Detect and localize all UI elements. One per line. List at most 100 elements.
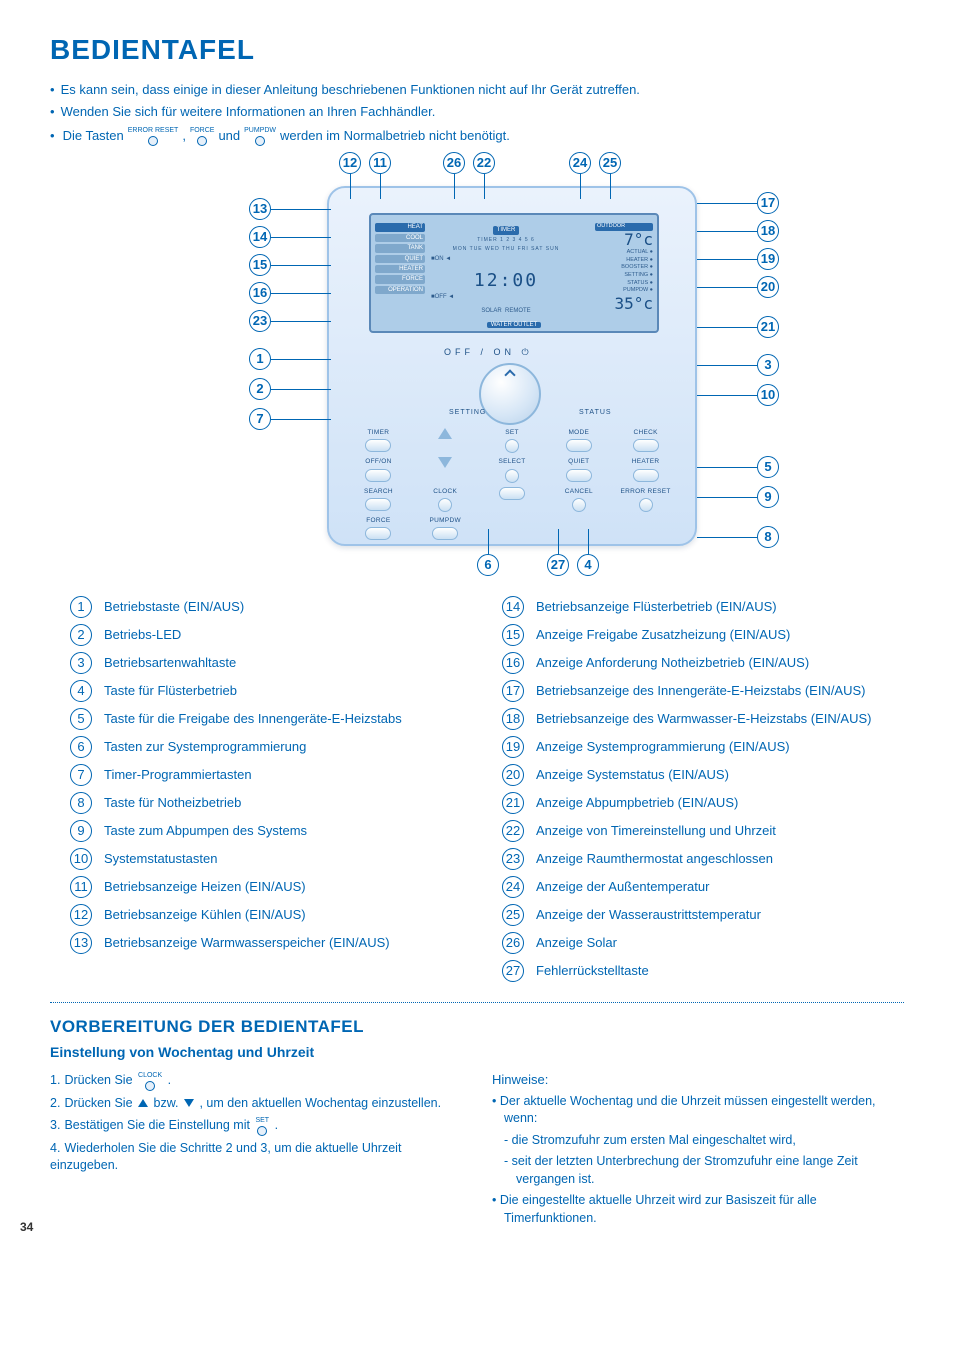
step3a: Bestätigen Sie die Einstellung mit [64, 1118, 250, 1132]
legend-num: 3 [70, 652, 92, 674]
prep-title: VORBEREITUNG DER BEDIENTAFEL [50, 1015, 904, 1039]
legend-item-22: 22Anzeige von Timereinstellung und Uhrze… [502, 820, 904, 842]
legend-text: Betriebsanzeige Flüsterbetrieb (EIN/AUS) [536, 598, 777, 616]
lead-13 [271, 209, 331, 210]
legend-num: 24 [502, 876, 524, 898]
legend-num: 11 [70, 876, 92, 898]
panel-btn-check[interactable]: CHECK [616, 428, 675, 453]
prep-subtitle: Einstellung von Wochentag und Uhrzeit [50, 1043, 904, 1063]
legend-item-21: 21Anzeige Abpumpbetrieb (EIN/AUS) [502, 792, 904, 814]
set-icon: SET [255, 1116, 269, 1136]
step2a: Drücken Sie [64, 1096, 132, 1110]
panel-btn-force[interactable]: FORCE [349, 516, 408, 540]
legend-num: 6 [70, 736, 92, 758]
lead-15 [271, 265, 331, 266]
legend-num: 26 [502, 932, 524, 954]
panel-btn-cancel[interactable]: CANCEL [549, 487, 608, 512]
lcd-r-heater: HEATER ● [595, 257, 653, 265]
lcd-ind-operation: OPERATION [375, 286, 425, 294]
panel-btn-quiet[interactable]: QUIET [549, 457, 608, 482]
legend-num: 8 [70, 792, 92, 814]
legend-num: 2 [70, 624, 92, 646]
lcd-solar: SOLAR [481, 308, 501, 314]
legend-num: 22 [502, 820, 524, 842]
dotted-separator [50, 1002, 904, 1003]
lcd-ind-force: FORCE [375, 275, 425, 283]
lead-17 [697, 203, 757, 204]
legend-text: Betriebsanzeige Kühlen (EIN/AUS) [104, 906, 306, 924]
panel-btn-error-reset[interactable]: ERROR RESET [616, 487, 675, 512]
lead-7 [271, 419, 331, 420]
main-knob[interactable] [479, 363, 541, 425]
step4: Wiederholen Sie die Schritte 2 und 3, um… [50, 1141, 401, 1173]
legend-item-13: 13Betriebsanzeige Warmwasserspeicher (EI… [70, 932, 472, 954]
step3b: . [275, 1118, 278, 1132]
step2b: bzw. [154, 1096, 179, 1110]
legend-text: Betriebsanzeige Warmwasserspeicher (EIN/… [104, 934, 390, 952]
up-icon [138, 1099, 148, 1107]
lead-18 [697, 231, 757, 232]
panel-btn-search[interactable]: SEARCH [349, 487, 408, 512]
legend-item-3: 3Betriebsartenwahltaste [70, 652, 472, 674]
intro3-mid2: und [218, 127, 240, 145]
lead-19 [697, 259, 757, 260]
section-setting: SETTING [449, 408, 486, 418]
panel-btn-set[interactable]: SET [483, 428, 542, 453]
legend-num: 5 [70, 708, 92, 730]
legend-num: 23 [502, 848, 524, 870]
panel-btn-pumpdw[interactable]: PUMPDW [416, 516, 475, 540]
legend-num: 15 [502, 624, 524, 646]
intro-block: •Es kann sein, dass einige in dieser Anl… [50, 81, 904, 146]
callout-14: 14 [249, 226, 271, 248]
page-title: BEDIENTAFEL [50, 30, 904, 69]
lcd-on: ON [435, 256, 444, 262]
legend-item-9: 9Taste zum Abpumpen des Systems [70, 820, 472, 842]
lcd-r-setting: SETTING ● [595, 272, 653, 280]
callout-9: 9 [757, 486, 779, 508]
lcd-water-outlet: WATER OUTLET [487, 322, 541, 328]
lead-4 [588, 529, 589, 554]
note-1: • Der aktuelle Wochentag und die Uhrzeit… [492, 1093, 904, 1128]
callout-5: 5 [757, 456, 779, 478]
lead-3 [697, 365, 757, 366]
legend-num: 16 [502, 652, 524, 674]
lcd-timer-nums: TIMER 1 2 3 4 5 6 [431, 237, 581, 244]
lead-1 [271, 359, 331, 360]
legend-text: Anzeige Abpumpbetrieb (EIN/AUS) [536, 794, 738, 812]
legend-item-16: 16Anzeige Anforderung Notheizbetrieb (EI… [502, 652, 904, 674]
callout-20: 20 [757, 276, 779, 298]
legend-item-23: 23Anzeige Raumthermostat angeschlossen [502, 848, 904, 870]
intro-line-2: Wenden Sie sich für weitere Informatione… [61, 104, 436, 119]
panel-btn-mode[interactable]: MODE [549, 428, 608, 453]
legend-num: 4 [70, 680, 92, 702]
legend-item-12: 12Betriebsanzeige Kühlen (EIN/AUS) [70, 904, 472, 926]
lcd-ind-heat: HEAT [375, 223, 425, 231]
callout-18: 18 [757, 220, 779, 242]
lcd-time: 12:00 [431, 268, 581, 293]
lead-5 [697, 467, 757, 468]
panel-btn-off-on[interactable]: OFF/ON [349, 457, 408, 482]
callout-23: 23 [249, 310, 271, 332]
legend-num: 19 [502, 736, 524, 758]
legend-item-19: 19Anzeige Systemprogrammierung (EIN/AUS) [502, 736, 904, 758]
callout-16: 16 [249, 282, 271, 304]
callout-8: 8 [757, 526, 779, 548]
panel-btn-timer[interactable]: TIMER [349, 428, 408, 453]
legend-num: 10 [70, 848, 92, 870]
legend-text: Taste für Flüsterbetrieb [104, 682, 237, 700]
panel-btn-blank [416, 457, 475, 482]
callout-21: 21 [757, 316, 779, 338]
panel-btn-clock[interactable]: CLOCK [416, 487, 475, 512]
panel-btn-heater[interactable]: HEATER [616, 457, 675, 482]
lead-27 [558, 529, 559, 554]
legend-grid: 1Betriebstaste (EIN/AUS)14Betriebsanzeig… [70, 596, 904, 982]
legend-num: 20 [502, 764, 524, 786]
legend-text: Taste für die Freigabe des Innengeräte-E… [104, 710, 402, 728]
panel-btn-select[interactable]: SELECT [483, 457, 542, 482]
lead-10 [697, 395, 757, 396]
legend-num: 14 [502, 596, 524, 618]
callout-15: 15 [249, 254, 271, 276]
legend-text: Systemstatustasten [104, 850, 217, 868]
lead-6 [488, 529, 489, 554]
legend-text: Betriebsanzeige des Innengeräte-E-Heizst… [536, 682, 866, 700]
